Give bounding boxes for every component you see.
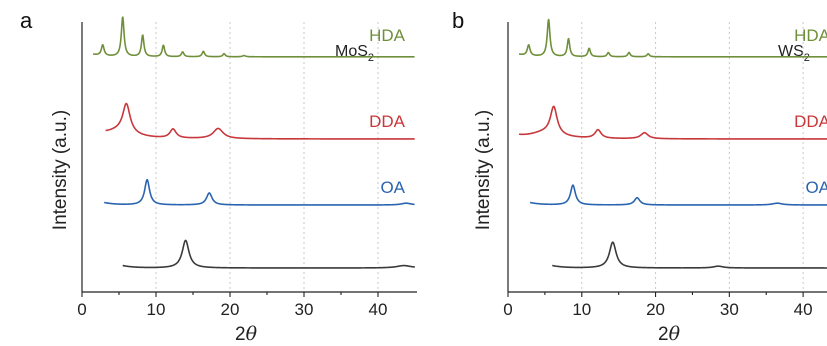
panel-a-xlabel-theta: θ: [246, 323, 258, 345]
series-label-oa: OA: [805, 178, 827, 197]
series-label-hda: HDA: [369, 26, 406, 45]
panel-b-ylabel: Intensity (a.u.): [473, 110, 494, 230]
series-line-pristine: [551, 241, 827, 269]
x-tick-label-10: 10: [572, 300, 591, 319]
series-label-dda: DDA: [369, 112, 406, 131]
panel-a-xlabel: 2θ: [235, 323, 258, 345]
x-tick-label-20: 20: [221, 300, 240, 319]
panel-b-sample-sub: 2: [804, 52, 810, 64]
series-line-oa: [529, 184, 827, 206]
series-line-dda: [518, 105, 827, 140]
x-tick-label-40: 40: [369, 300, 388, 319]
panel-a-label: a: [20, 8, 33, 33]
plot-area: [518, 18, 827, 292]
x-tick-label-30: 30: [295, 300, 314, 319]
series-label-hda: HDA: [794, 26, 827, 45]
x-tick-label-40: 40: [794, 300, 813, 319]
series-line-pristine: [122, 239, 416, 269]
x-tick-label-20: 20: [646, 300, 665, 319]
panel-a-ylabel: Intensity (a.u.): [50, 110, 71, 230]
x-tick-label-10: 10: [147, 300, 166, 319]
plot-area: [92, 16, 416, 292]
panel-a-sample-sub: 2: [368, 52, 374, 64]
x-tick-label-0: 0: [77, 300, 86, 319]
series-line-hda: [92, 16, 415, 58]
series-label-dda: DDA: [794, 112, 827, 131]
x-tick-label-0: 0: [503, 300, 512, 319]
panel-a-sample-label: MoS2: [335, 43, 374, 64]
panel-b-xlabel-base: 2: [658, 324, 669, 345]
panel-b-label: b: [452, 8, 464, 33]
series-label-oa: OA: [380, 178, 405, 197]
panel-b-sample-base: WS: [778, 43, 804, 60]
panel-a-sample-base: MoS: [335, 43, 368, 60]
series-line-dda: [105, 102, 416, 140]
series-line-hda: [518, 18, 827, 58]
panel-b-xlabel: 2θ: [658, 323, 681, 345]
panel-b-xlabel-theta: θ: [669, 323, 681, 345]
x-tick-label-30: 30: [720, 300, 739, 319]
panel-a-xlabel-base: 2: [235, 324, 246, 345]
series-line-oa: [103, 178, 415, 206]
panel-b-sample-label: WS2: [778, 43, 810, 64]
